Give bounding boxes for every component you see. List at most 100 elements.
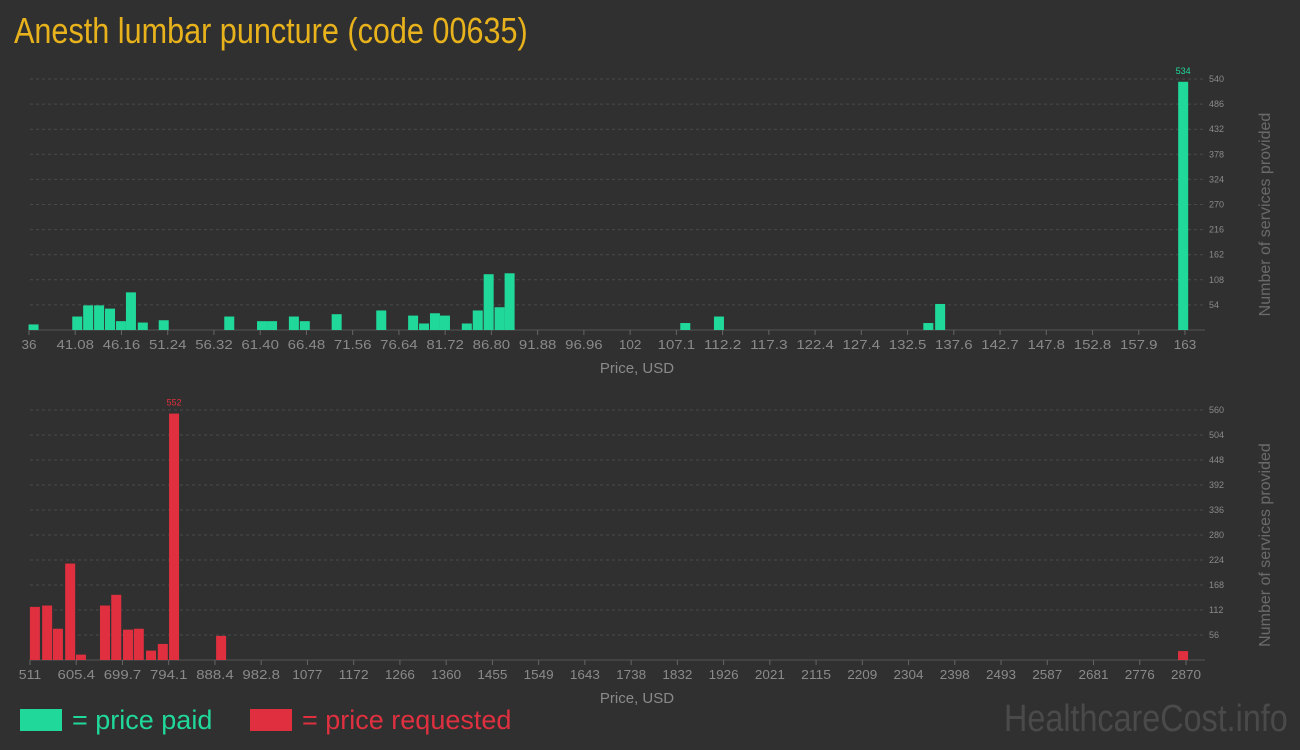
y-tick-label: 112	[1209, 605, 1223, 615]
bar	[483, 274, 494, 330]
x-tick-label: 982.8	[242, 667, 280, 682]
bar	[28, 324, 39, 330]
bar	[408, 315, 419, 330]
x-tick-label: 147.8	[1028, 337, 1066, 352]
y-tick-label: 168	[1209, 580, 1224, 590]
x-tick-label: 2115	[801, 667, 831, 682]
bar	[504, 273, 515, 330]
x-tick-label: 61.40	[241, 337, 279, 352]
y-tick-label: 560	[1209, 405, 1224, 415]
x-tick-label: 122.4	[796, 337, 834, 352]
x-tick-label: 1738	[616, 667, 646, 682]
x-tick-label: 36	[22, 337, 37, 352]
bar	[376, 310, 387, 330]
y-tick-label: 280	[1209, 530, 1224, 540]
bar	[713, 316, 724, 330]
bar	[157, 643, 168, 660]
x-tick-label: 56.32	[195, 337, 233, 352]
y-tick-label: 216	[1209, 225, 1224, 235]
x-tick-label: 76.64	[380, 337, 418, 352]
bar	[72, 316, 83, 330]
legend-paid: = price paid	[20, 704, 212, 736]
x-tick-label: 2776	[1125, 667, 1155, 682]
y-axis-title: Number of services provided	[1257, 113, 1274, 317]
bar	[494, 307, 505, 330]
x-tick-label: 102	[619, 337, 642, 352]
y-tick-label: 224	[1209, 555, 1224, 565]
bar	[133, 628, 144, 660]
chart-1: 54 108 162 216 270 324 378 432 486 540 36 41.08 46.1…	[22, 66, 1275, 377]
x-tick-label: 1077	[292, 667, 322, 682]
max-value-label: 534	[1176, 66, 1191, 76]
bar	[94, 305, 105, 330]
x-tick-label: 1455	[477, 667, 507, 682]
bar	[1178, 81, 1189, 331]
x-tick-label: 511	[19, 667, 42, 682]
bar	[935, 303, 946, 330]
bar	[137, 322, 148, 330]
x-tick-label: 41.08	[56, 337, 94, 352]
bar	[680, 323, 691, 330]
x-tick-label: 2493	[986, 667, 1016, 682]
bar	[42, 605, 53, 660]
x-tick-label: 112.2	[704, 337, 742, 352]
x-axis-title: Price, USD	[600, 690, 674, 707]
legend-requested: = price requested	[250, 704, 511, 736]
x-tick-label: 96.96	[565, 337, 603, 352]
bar	[158, 320, 169, 330]
y-tick-label: 392	[1209, 480, 1224, 490]
x-axis-title: Price, USD	[600, 360, 674, 377]
x-tick-label: 888.4	[196, 667, 234, 682]
bar	[52, 628, 63, 660]
x-tick-label: 81.72	[426, 337, 464, 352]
page-title: Anesth lumbar puncture (code 00635)	[14, 10, 528, 51]
bar	[65, 563, 76, 660]
x-tick-label: 2398	[940, 667, 970, 682]
x-tick-label: 2021	[755, 667, 785, 682]
x-tick-label: 71.56	[334, 337, 372, 352]
x-tick-label: 794.1	[150, 667, 188, 682]
bar	[461, 323, 472, 330]
y-tick-label: 108	[1209, 275, 1224, 285]
x-tick-label: 2587	[1032, 667, 1062, 682]
x-tick-label: 157.9	[1120, 337, 1158, 352]
x-tick-label: 152.8	[1074, 337, 1112, 352]
legend-label-requested: = price requested	[302, 704, 512, 735]
bar	[923, 323, 934, 330]
max-value-label: 552	[167, 398, 182, 408]
bar	[125, 292, 136, 330]
x-tick-label: 127.4	[843, 337, 881, 352]
x-tick-label: 137.6	[935, 337, 973, 352]
bar	[75, 654, 86, 660]
y-tick-label: 486	[1209, 99, 1224, 109]
x-tick-label: 2304	[894, 667, 924, 682]
x-tick-label: 2209	[847, 667, 877, 682]
bar	[288, 316, 299, 330]
x-tick-label: 1360	[431, 667, 461, 682]
bar	[169, 413, 180, 660]
x-tick-label: 605.4	[57, 667, 95, 682]
x-tick-label: 1832	[662, 667, 692, 682]
y-tick-label: 336	[1209, 505, 1224, 515]
y-tick-label: 162	[1209, 250, 1224, 260]
x-tick-label: 2681	[1079, 667, 1109, 682]
bar	[111, 594, 122, 660]
bar	[146, 650, 157, 660]
x-tick-label: 107.1	[658, 337, 696, 352]
x-tick-label: 142.7	[981, 337, 1019, 352]
legend-swatch-requested	[250, 709, 292, 731]
x-tick-label: 1172	[339, 667, 369, 682]
y-tick-label: 540	[1209, 74, 1224, 84]
y-tick-label: 54	[1209, 300, 1219, 310]
y-tick-label: 270	[1209, 200, 1224, 210]
x-tick-label: 86.80	[473, 337, 511, 352]
x-tick-label: 1643	[570, 667, 600, 682]
bar	[299, 321, 310, 330]
bar	[439, 315, 450, 330]
bar	[216, 635, 227, 660]
y-tick-label: 504	[1209, 430, 1224, 440]
x-tick-label: 163	[1174, 337, 1197, 352]
y-tick-label: 324	[1209, 174, 1224, 184]
x-tick-label: 699.7	[104, 667, 142, 682]
